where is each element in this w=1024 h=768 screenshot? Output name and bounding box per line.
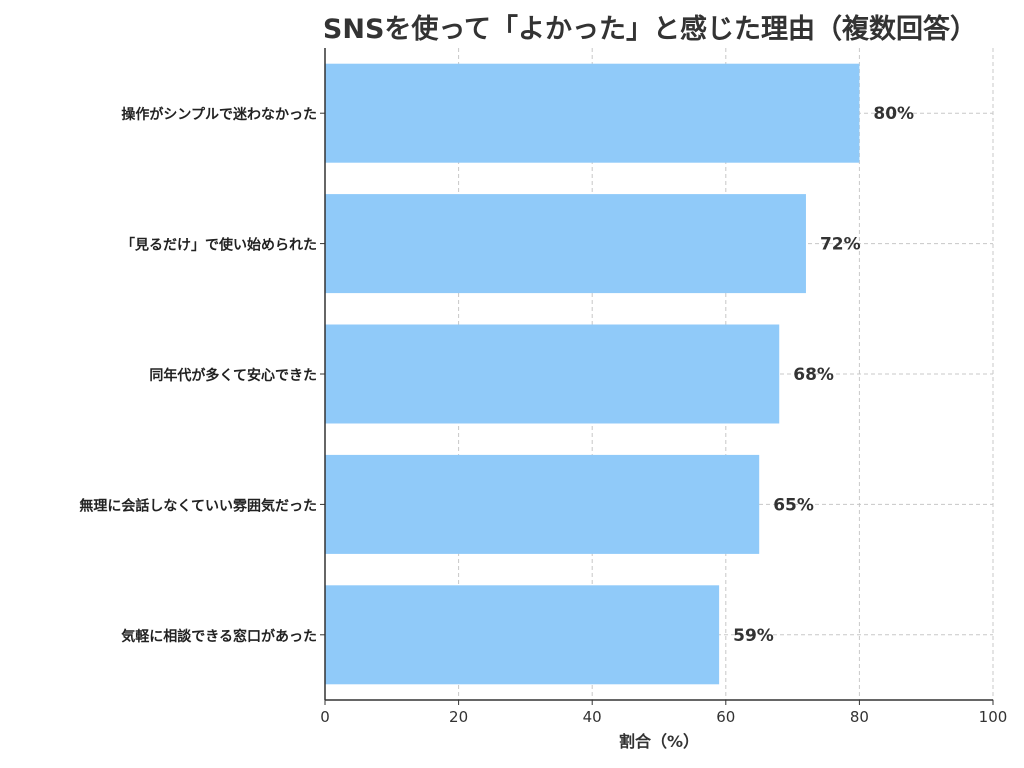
x-tick-label-1: 20 bbox=[449, 708, 468, 726]
chart-title: SNSを使って「よかった」と感じた理由（複数回答） bbox=[323, 13, 977, 45]
x-tick-label-5: 100 bbox=[979, 708, 1008, 726]
bar-3 bbox=[325, 454, 760, 554]
labels: 操作がシンプルで迷わなかった 80% 「見るだけ」で使い始められた 72% 同年代が多く… bbox=[79, 104, 1007, 726]
bars bbox=[325, 63, 860, 685]
bar-0 bbox=[325, 63, 860, 163]
axes bbox=[320, 48, 994, 705]
value-label-4: 59% bbox=[733, 626, 774, 646]
category-label-0: 操作がシンプルで迷わなかった bbox=[121, 106, 317, 123]
value-label-0: 80% bbox=[873, 104, 914, 124]
x-axis-label: 割合（%） bbox=[619, 732, 699, 751]
value-label-3: 65% bbox=[773, 495, 814, 515]
x-tick-label-0: 0 bbox=[320, 708, 330, 726]
category-label-1: 「見るだけ」で使い始められた bbox=[121, 237, 317, 254]
value-label-2: 68% bbox=[793, 365, 834, 385]
category-label-3: 無理に会話しなくていい雰囲気だった bbox=[79, 497, 317, 514]
value-label-1: 72% bbox=[820, 235, 861, 255]
bar-4 bbox=[325, 585, 720, 685]
bar-2 bbox=[325, 324, 780, 424]
x-tick-label-4: 80 bbox=[850, 708, 869, 726]
x-tick-label-2: 40 bbox=[583, 708, 602, 726]
x-tick-label-3: 60 bbox=[716, 708, 735, 726]
category-label-2: 同年代が多くて安心できた bbox=[149, 367, 317, 384]
category-label-4: 気軽に相談できる窓口があった bbox=[121, 628, 317, 645]
bar-1 bbox=[325, 194, 806, 294]
